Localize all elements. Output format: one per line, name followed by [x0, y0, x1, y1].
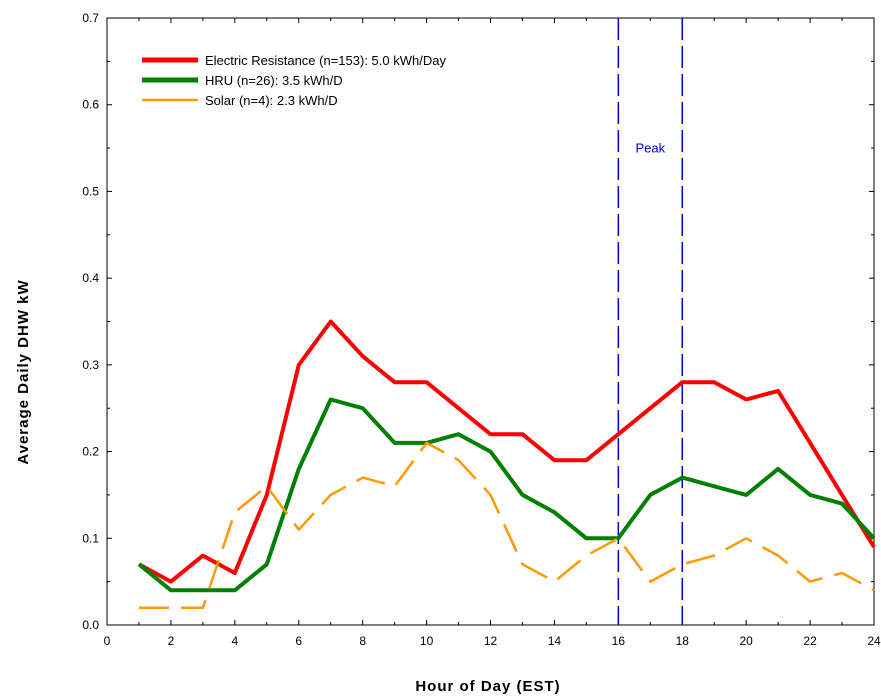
x-tick-label: 0 — [104, 634, 111, 648]
plot-frame — [106, 17, 875, 626]
legend-label-2: Solar (n=4): 2.3 kWh/D — [205, 93, 338, 108]
x-tick-label: 6 — [295, 634, 302, 648]
x-tick-label: 22 — [803, 634, 817, 648]
series-line-0 — [138, 319, 876, 584]
x-tick-label: 12 — [484, 634, 498, 648]
x-tick-label: 8 — [359, 634, 366, 648]
y-axis: 0.0 0.1 0.2 0.3 0.4 0.5 0.6 0.7 — [82, 11, 874, 632]
x-tick-label: 2 — [168, 634, 175, 648]
y-tick-label: 0.3 — [82, 358, 99, 372]
y-tick-label: 0.2 — [82, 445, 99, 459]
x-tick-label: 4 — [231, 634, 238, 648]
x-tick-label: 18 — [676, 634, 690, 648]
annotation-peak: Peak — [635, 140, 665, 155]
x-axis: 0 2 4 6 8 10 12 14 16 18 20 22 24 — [104, 18, 881, 648]
legend-label-1: HRU (n=26): 3.5 kWh/D — [205, 73, 343, 88]
x-tick-label: 10 — [420, 634, 434, 648]
annotations: Peak — [635, 140, 665, 155]
series-line-2 — [139, 441, 875, 609]
x-tick-label: 16 — [612, 634, 626, 648]
y-tick-label: 0.5 — [82, 184, 99, 198]
legend-label-0: Electric Resistance (n=153): 5.0 kWh/Day — [205, 53, 446, 68]
x-axis-title: Hour of Day (EST) — [415, 678, 560, 695]
y-tick-label: 0.1 — [82, 531, 99, 545]
y-axis-title: Average Daily DHW kW — [15, 279, 32, 464]
y-tick-label: 0.6 — [82, 98, 99, 112]
series-layer — [137, 319, 876, 609]
y-tick-label: 0.4 — [82, 271, 99, 285]
x-tick-label: 14 — [548, 634, 562, 648]
legend: Electric Resistance (n=153): 5.0 kWh/Day… — [142, 53, 446, 108]
x-tick-label: 24 — [867, 634, 881, 648]
peak-period-lines — [617, 18, 683, 625]
y-tick-label: 0.0 — [82, 618, 99, 632]
series-line-1 — [137, 397, 876, 593]
x-tick-label: 20 — [739, 634, 753, 648]
plot-border — [106, 17, 875, 626]
y-tick-label: 0.7 — [82, 11, 99, 25]
